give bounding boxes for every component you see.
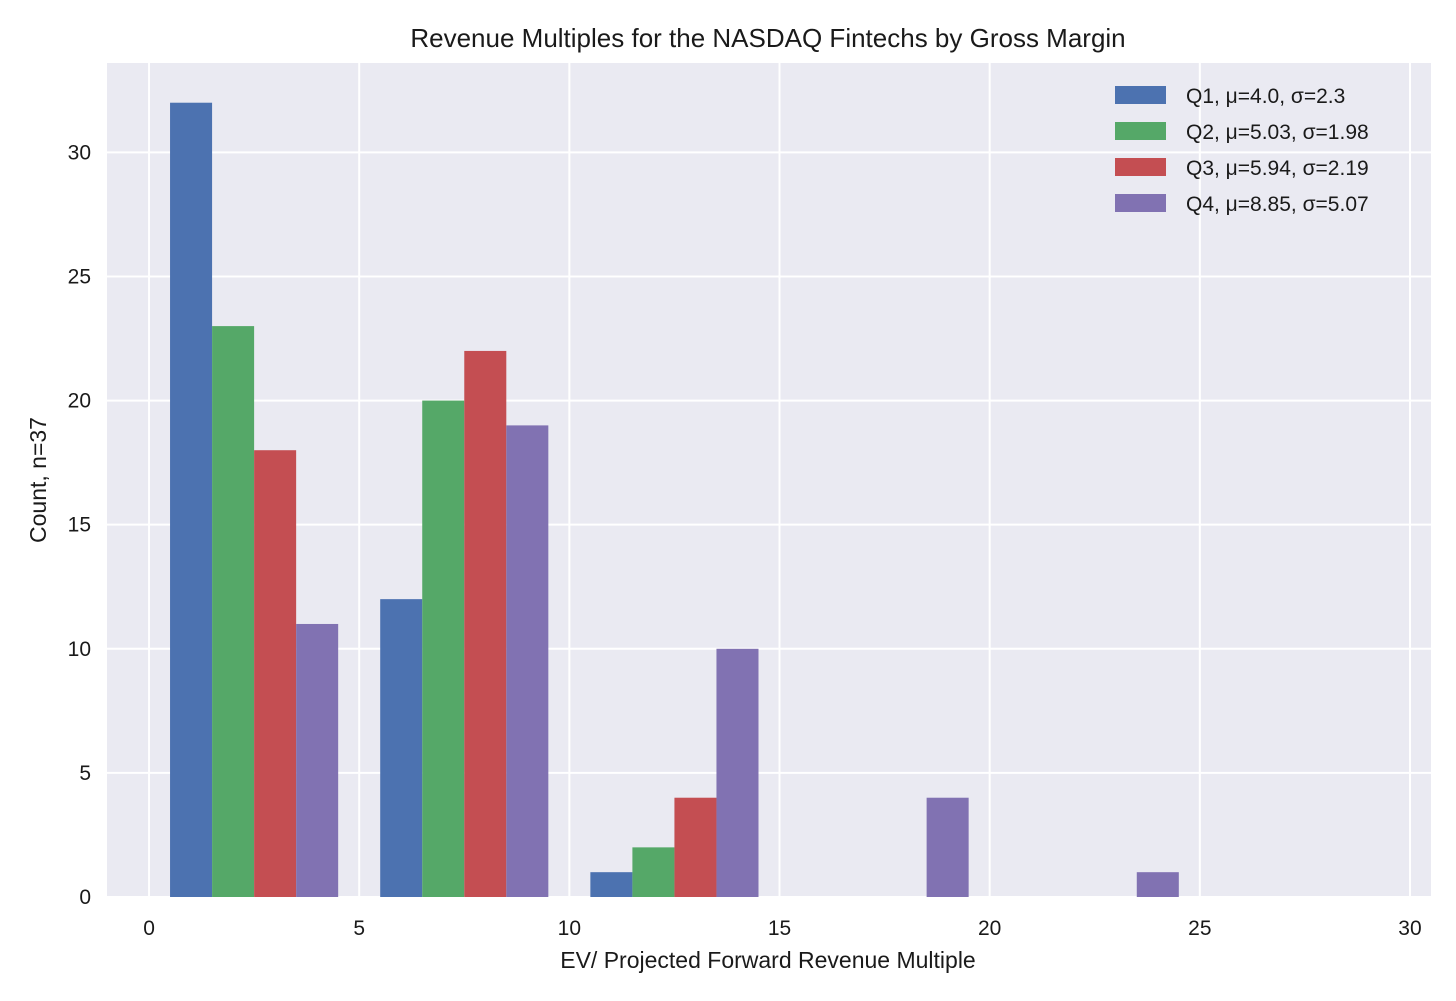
x-axis-title: EV/ Projected Forward Revenue Multiple: [560, 947, 975, 973]
bars-group: [170, 102, 1179, 897]
bar-q4-bin-2: [506, 425, 549, 897]
y-tick-label: 20: [68, 390, 91, 413]
bar-q2-bin-3: [632, 847, 675, 897]
y-axis-ticks: 0 5 10 15 20 25 30: [68, 141, 91, 909]
bar-q1-bin-3: [590, 872, 633, 897]
bar-q3-bin-2: [464, 350, 507, 897]
x-tick-label: 0: [143, 917, 155, 940]
y-tick-label: 15: [68, 514, 91, 537]
x-tick-label: 25: [1188, 917, 1211, 940]
x-tick-label: 10: [558, 917, 581, 940]
x-tick-label: 5: [353, 917, 365, 940]
x-tick-label: 30: [1398, 917, 1421, 940]
legend-swatch-q3: [1115, 158, 1166, 176]
legend-swatch-q1: [1115, 86, 1166, 104]
bar-q4-bin-4: [926, 797, 969, 897]
x-tick-label: 20: [978, 917, 1001, 940]
y-tick-label: 5: [79, 762, 91, 785]
y-tick-label: 25: [68, 265, 91, 288]
bar-q4-bin-1: [296, 623, 339, 897]
bar-q2-bin-2: [422, 400, 465, 897]
y-tick-label: 30: [68, 141, 91, 164]
bar-q1-bin-1: [170, 102, 213, 897]
legend-label-q4: Q4, μ=8.85, σ=5.07: [1186, 193, 1369, 216]
bar-q4-bin-3: [716, 648, 759, 897]
legend-label-q3: Q3, μ=5.94, σ=2.19: [1186, 157, 1369, 180]
x-tick-label: 15: [768, 917, 791, 940]
legend-swatch-q4: [1115, 194, 1166, 212]
legend-label-q2: Q2, μ=5.03, σ=1.98: [1186, 121, 1369, 144]
y-axis-title: Count, n=37: [25, 417, 51, 543]
chart-title: Revenue Multiples for the NASDAQ Fintech…: [410, 23, 1125, 53]
legend: Q1, μ=4.0, σ=2.3 Q2, μ=5.03, σ=1.98 Q3, …: [1115, 85, 1369, 216]
legend-swatch-q2: [1115, 122, 1166, 140]
bar-q1-bin-2: [380, 599, 423, 897]
y-tick-label: 10: [68, 638, 91, 661]
bar-q3-bin-1: [254, 450, 297, 897]
bar-q3-bin-3: [674, 797, 717, 897]
x-axis-ticks: 0 5 10 15 20 25 30: [143, 917, 1421, 940]
y-tick-label: 0: [79, 886, 91, 909]
legend-label-q1: Q1, μ=4.0, σ=2.3: [1186, 85, 1345, 108]
bar-q2-bin-1: [212, 326, 255, 897]
bar-q4-bin-5: [1136, 872, 1179, 897]
